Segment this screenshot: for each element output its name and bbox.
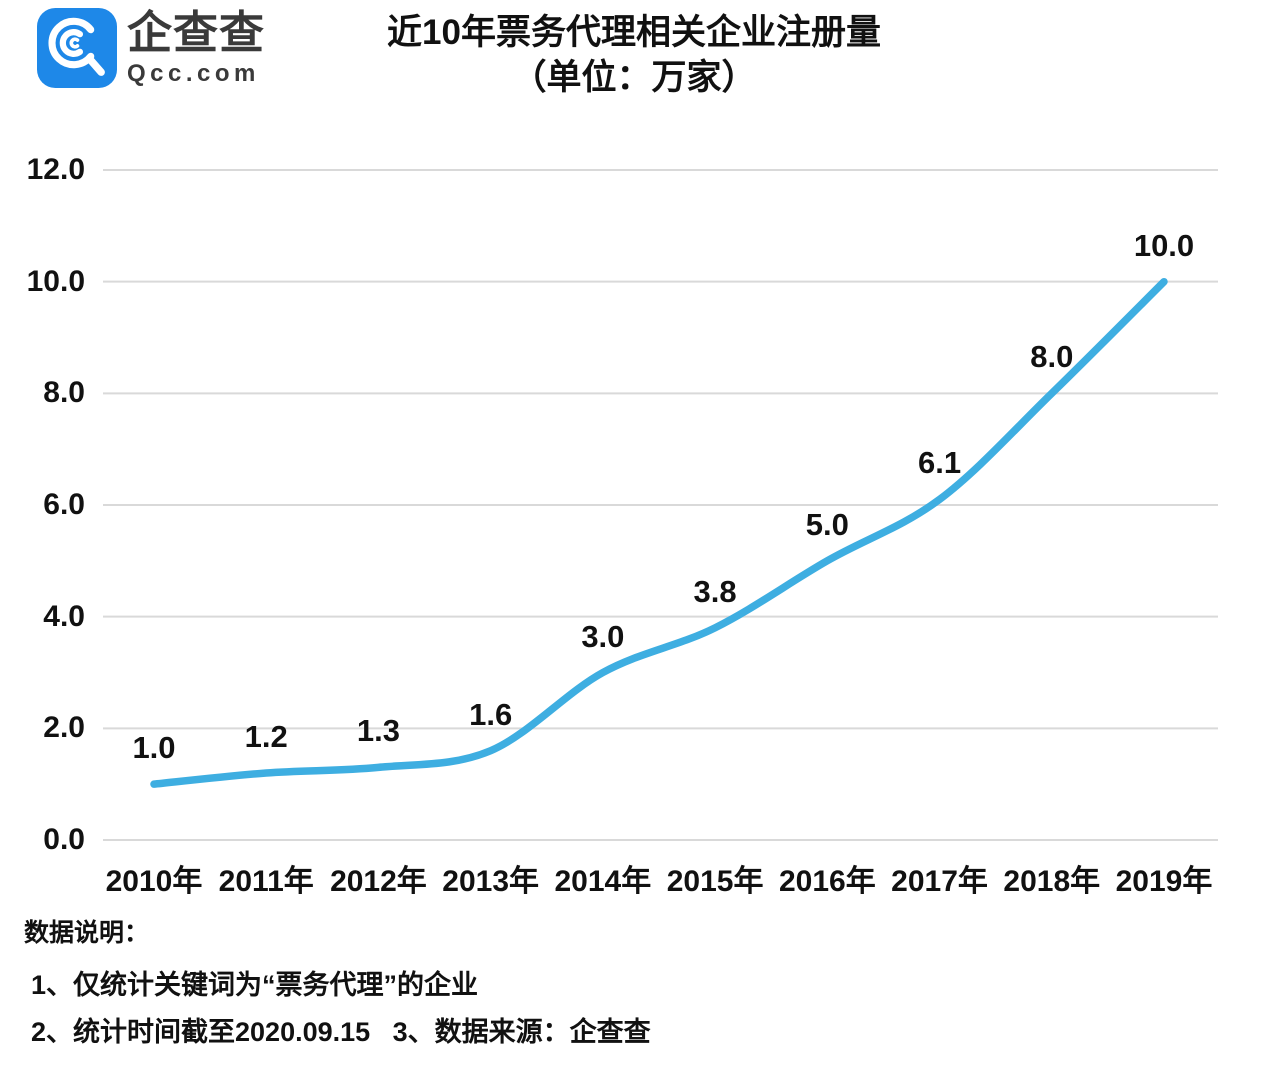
data-point-label: 3.8: [693, 573, 737, 609]
x-axis-tick-label: 2012年: [330, 865, 427, 898]
data-point-label: 8.0: [1030, 339, 1074, 375]
data-point-label: 10.0: [1133, 227, 1195, 263]
y-axis-tick-label: 12.0: [26, 153, 85, 186]
notes-line-1: 1、仅统计关键词为“票务代理”的企业: [31, 970, 479, 1000]
y-axis-tick-label: 0.0: [43, 823, 85, 856]
x-axis-tick-label: 2015年: [666, 865, 764, 898]
data-point-label: 3.0: [581, 618, 625, 654]
chart-title-line2: （单位：万家）: [511, 58, 757, 97]
y-axis-tick-label: 2.0: [43, 711, 85, 745]
notes-heading: 数据说明：: [24, 919, 150, 947]
data-point-label: 5.0: [805, 506, 849, 542]
brand-text: 企查查 Qcc.com: [127, 6, 277, 88]
x-axis-tick-label: 2019年: [1115, 865, 1213, 898]
y-axis-tick-label: 4.0: [43, 599, 85, 633]
brand-name: 企查查: [127, 7, 266, 58]
data-point-label: 6.1: [917, 445, 962, 481]
x-axis-tick-label: 2010年: [105, 865, 203, 898]
qcc-logo-icon: [37, 8, 117, 88]
data-point-label: 1.2: [244, 719, 288, 754]
x-axis-tick-label: 2013年: [442, 865, 540, 898]
y-axis-tick-label: 10.0: [26, 264, 85, 298]
x-axis-tick-label: 2011年: [218, 865, 314, 898]
data-point-label: 1.3: [356, 713, 400, 749]
x-axis-tick-label: 2017年: [891, 865, 988, 898]
y-axis-tick-label: 6.0: [43, 488, 85, 521]
chart-title: 近10年票务代理相关企业注册量 （单位：万家）: [0, 10, 1268, 100]
chart-title-line1: 近10年票务代理相关企业注册量: [387, 13, 881, 52]
x-axis-tick-label: 2014年: [554, 865, 652, 898]
y-axis-tick-label: 8.0: [43, 376, 85, 410]
series-line: [150, 277, 1168, 788]
data-point-label: 1.6: [469, 696, 513, 732]
x-axis-tick-label: 2016年: [778, 865, 876, 898]
notes-line-2: 2、统计时间截至2020.09.15 3、数据来源：企查查: [31, 1017, 651, 1047]
x-axis-tick-label: 2018年: [1003, 865, 1101, 898]
data-point-label: 1.0: [132, 730, 176, 766]
brand-domain: Qcc.com: [127, 60, 260, 87]
